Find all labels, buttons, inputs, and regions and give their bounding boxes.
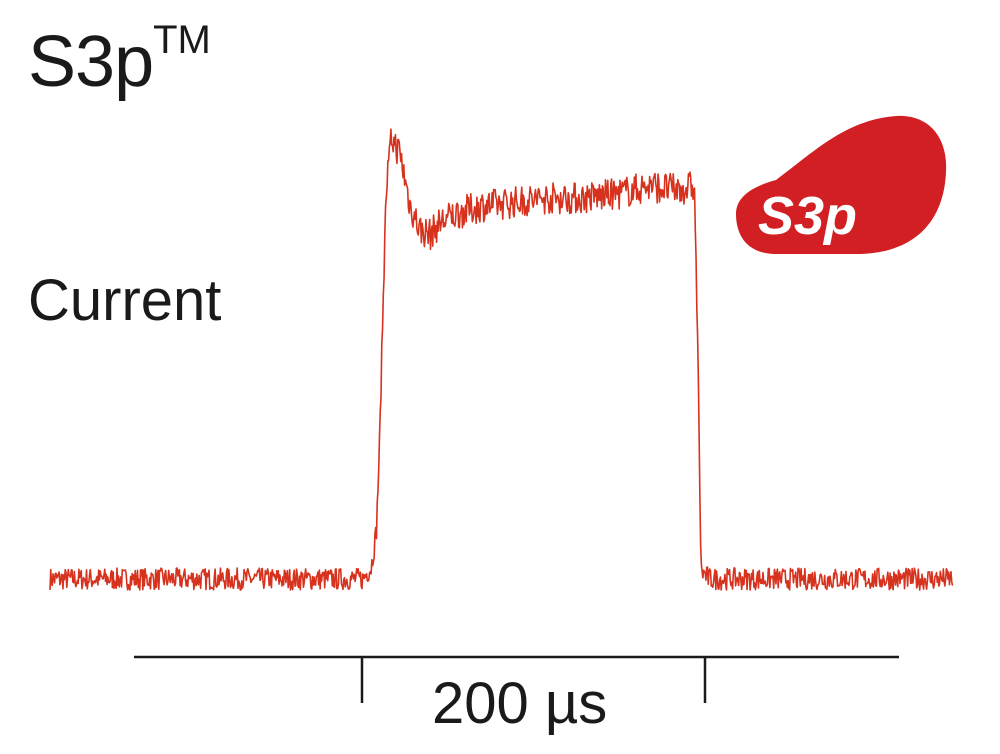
scale-bar: [134, 655, 899, 703]
trace-group: [49, 128, 954, 591]
trademark-mark: TM: [153, 18, 211, 62]
logo-shape: [736, 115, 947, 254]
logo-text: S3p: [758, 186, 857, 246]
title-text: S3p: [28, 22, 154, 102]
y-axis-label: Current: [28, 268, 222, 333]
s3p-logo: S3p: [736, 115, 947, 254]
current-trace-line: [49, 128, 954, 591]
scale-bar-label: 200 µs: [432, 671, 608, 736]
chart-title: S3pTM: [28, 20, 211, 98]
